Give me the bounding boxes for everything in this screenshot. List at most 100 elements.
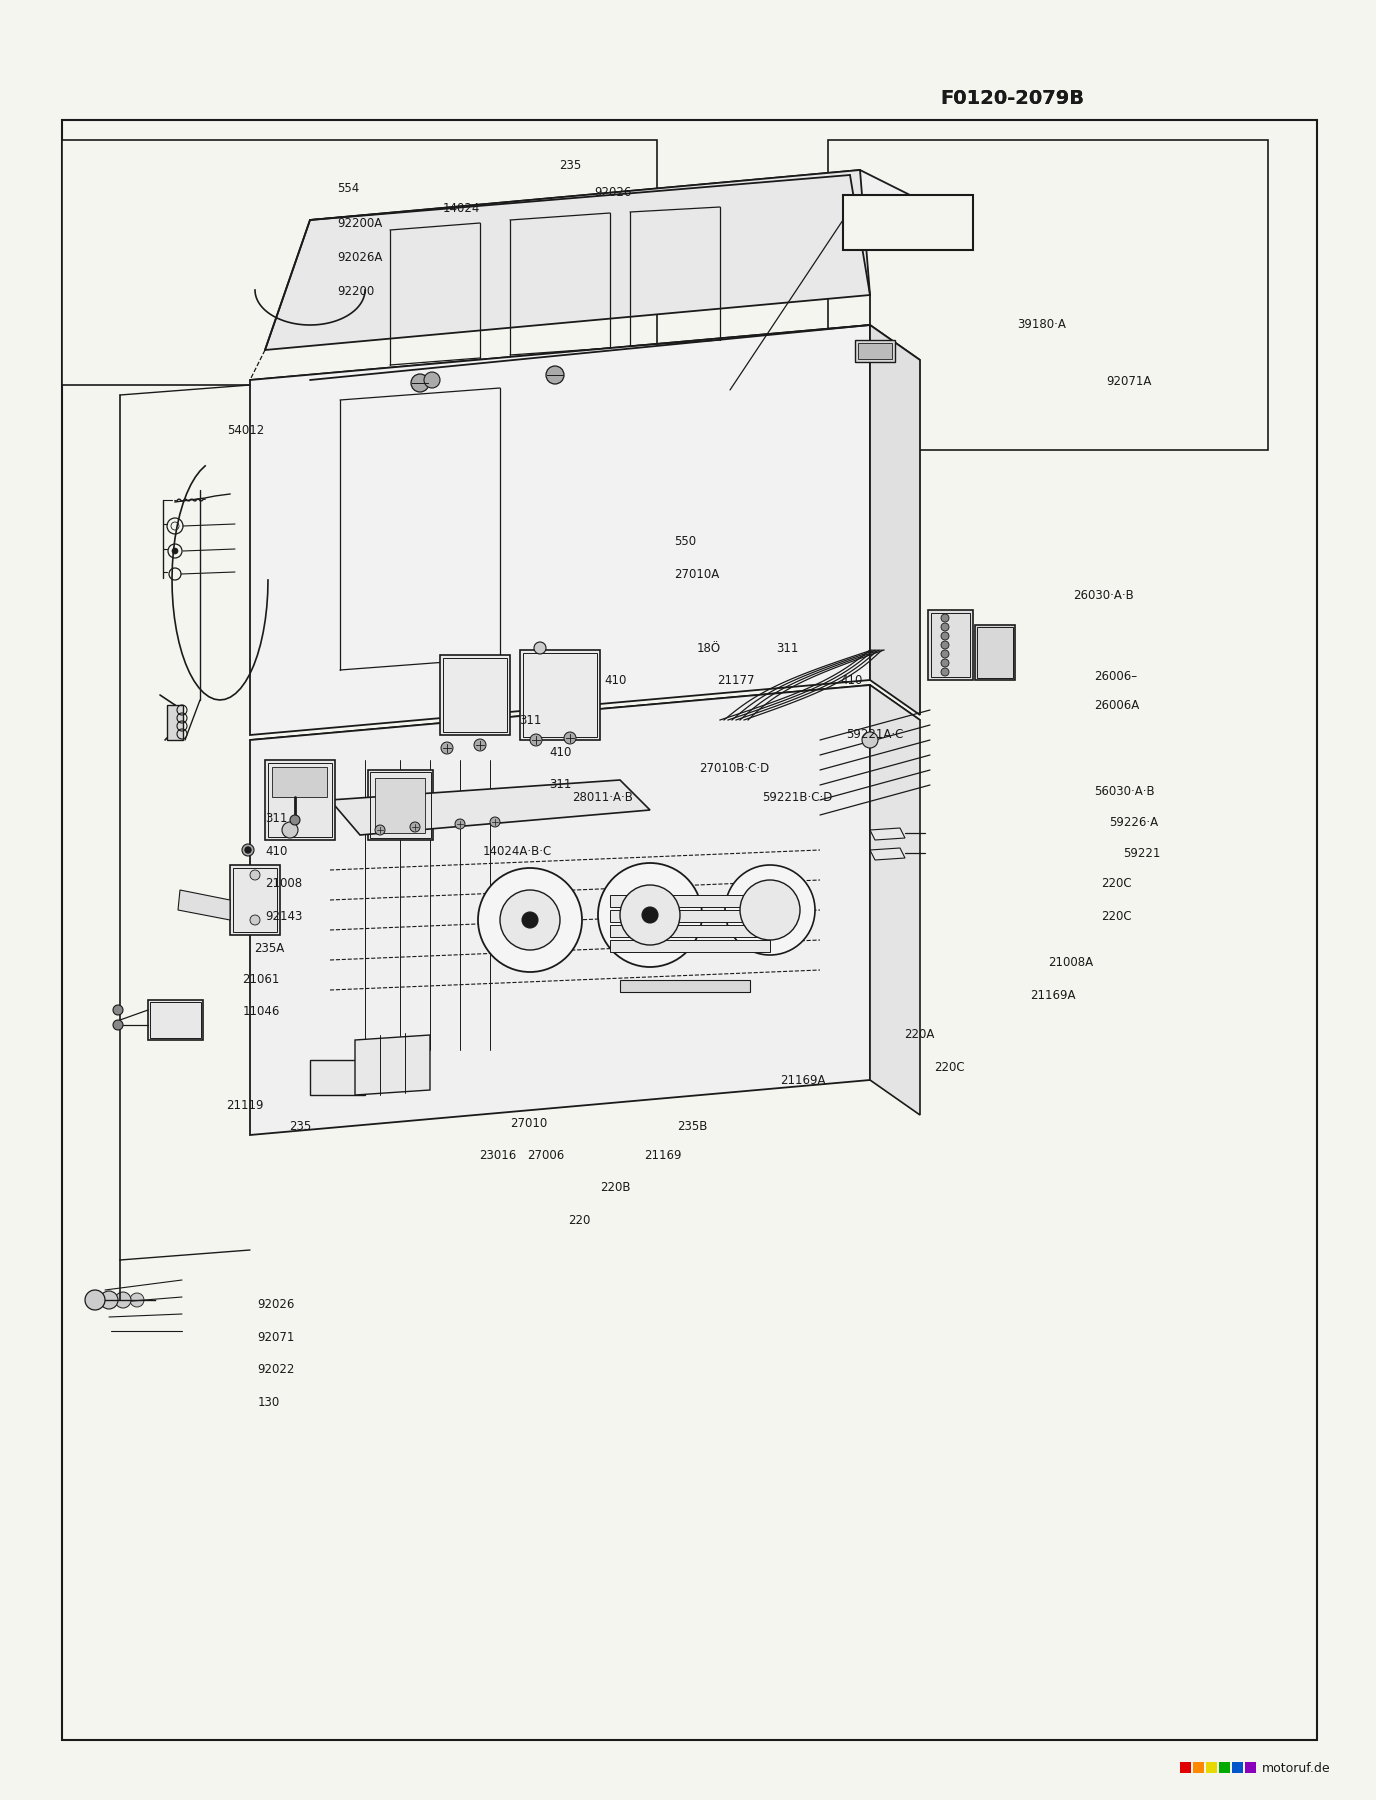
Circle shape	[546, 365, 564, 383]
Text: 235A: 235A	[255, 941, 285, 956]
Text: 18Ö: 18Ö	[696, 641, 721, 655]
Bar	[62, 140, 656, 385]
Bar	[1205, 1762, 1216, 1773]
Circle shape	[941, 623, 949, 632]
Bar	[1245, 1762, 1256, 1773]
Text: 550: 550	[674, 535, 696, 549]
Polygon shape	[250, 326, 921, 419]
Circle shape	[424, 373, 440, 389]
Circle shape	[113, 1021, 122, 1030]
Bar	[310, 1060, 365, 1094]
Circle shape	[534, 643, 546, 653]
Text: 92022: 92022	[257, 1363, 294, 1377]
Polygon shape	[870, 848, 905, 860]
Circle shape	[861, 733, 878, 749]
Polygon shape	[250, 326, 870, 734]
Text: 54012: 54012	[227, 423, 264, 437]
Circle shape	[522, 913, 538, 929]
Text: 14024: 14024	[443, 202, 480, 216]
Text: 21119: 21119	[226, 1098, 263, 1112]
Polygon shape	[178, 889, 230, 920]
Polygon shape	[310, 169, 921, 256]
Circle shape	[941, 641, 949, 650]
Circle shape	[564, 733, 577, 743]
Text: 92200A: 92200A	[337, 216, 383, 230]
Circle shape	[172, 547, 178, 554]
Bar	[520, 650, 600, 740]
Text: 220C: 220C	[1101, 909, 1131, 923]
Text: 92026: 92026	[594, 185, 632, 200]
Text: 56030·A·B: 56030·A·B	[1094, 785, 1154, 799]
Text: 554: 554	[337, 182, 359, 196]
Circle shape	[599, 862, 702, 967]
Text: 26006A: 26006A	[1094, 698, 1139, 713]
Circle shape	[376, 824, 385, 835]
Bar	[440, 655, 510, 734]
Circle shape	[621, 886, 680, 945]
Text: 39180·A: 39180·A	[1017, 317, 1066, 331]
Circle shape	[440, 742, 453, 754]
Circle shape	[455, 819, 465, 830]
Bar	[367, 770, 433, 841]
Circle shape	[725, 866, 815, 956]
Text: 21008A: 21008A	[1049, 956, 1094, 970]
Bar	[610, 925, 771, 938]
Text: 220A: 220A	[904, 1028, 934, 1042]
Text: 92143: 92143	[266, 909, 303, 923]
Circle shape	[116, 1292, 131, 1309]
Circle shape	[941, 668, 949, 677]
Text: 235: 235	[559, 158, 581, 173]
Bar	[854, 340, 894, 362]
Circle shape	[250, 914, 260, 925]
Text: 14024A·B·C: 14024A·B·C	[483, 844, 552, 859]
Text: 27010: 27010	[510, 1116, 548, 1130]
Text: 28011·A·B: 28011·A·B	[572, 790, 633, 805]
Text: 92071A: 92071A	[1106, 374, 1152, 389]
Text: motoruf.de: motoruf.de	[1262, 1762, 1331, 1775]
Circle shape	[941, 614, 949, 623]
Text: F0120-2079B: F0120-2079B	[940, 88, 1084, 108]
Bar	[977, 626, 1013, 679]
Circle shape	[499, 889, 560, 950]
Polygon shape	[870, 326, 921, 715]
Bar	[233, 868, 277, 932]
Bar	[266, 760, 334, 841]
Polygon shape	[250, 686, 870, 1136]
Text: 21169: 21169	[644, 1148, 681, 1163]
Text: 220: 220	[568, 1213, 590, 1228]
Text: 21177: 21177	[717, 673, 754, 688]
Circle shape	[941, 650, 949, 659]
Polygon shape	[355, 1035, 429, 1094]
Text: 92200: 92200	[337, 284, 374, 299]
Text: 26006–: 26006–	[1094, 670, 1137, 684]
Text: 11046: 11046	[242, 1004, 279, 1019]
Bar	[268, 763, 332, 837]
Bar	[843, 194, 973, 250]
Text: 21169A: 21169A	[780, 1073, 826, 1087]
Text: 130: 130	[257, 1395, 279, 1409]
Bar	[1193, 1762, 1204, 1773]
Text: 220C: 220C	[934, 1060, 965, 1075]
Circle shape	[282, 823, 299, 839]
Bar	[272, 767, 327, 797]
Text: 410: 410	[841, 673, 863, 688]
Bar	[149, 1001, 204, 1040]
Circle shape	[100, 1291, 118, 1309]
Text: 23016: 23016	[479, 1148, 516, 1163]
Circle shape	[129, 1292, 144, 1307]
Bar	[621, 979, 750, 992]
Bar	[1219, 1762, 1230, 1773]
Polygon shape	[266, 169, 870, 349]
Bar	[610, 911, 771, 922]
Text: 59221A·C: 59221A·C	[846, 727, 904, 742]
Circle shape	[410, 823, 420, 832]
Bar	[927, 610, 973, 680]
Text: 311: 311	[776, 641, 798, 655]
Bar	[828, 140, 1269, 450]
Circle shape	[113, 1004, 122, 1015]
Text: 27006: 27006	[527, 1148, 564, 1163]
Text: 92026A: 92026A	[337, 250, 383, 265]
Circle shape	[477, 868, 582, 972]
Text: 21061: 21061	[242, 972, 279, 986]
Circle shape	[740, 880, 799, 940]
